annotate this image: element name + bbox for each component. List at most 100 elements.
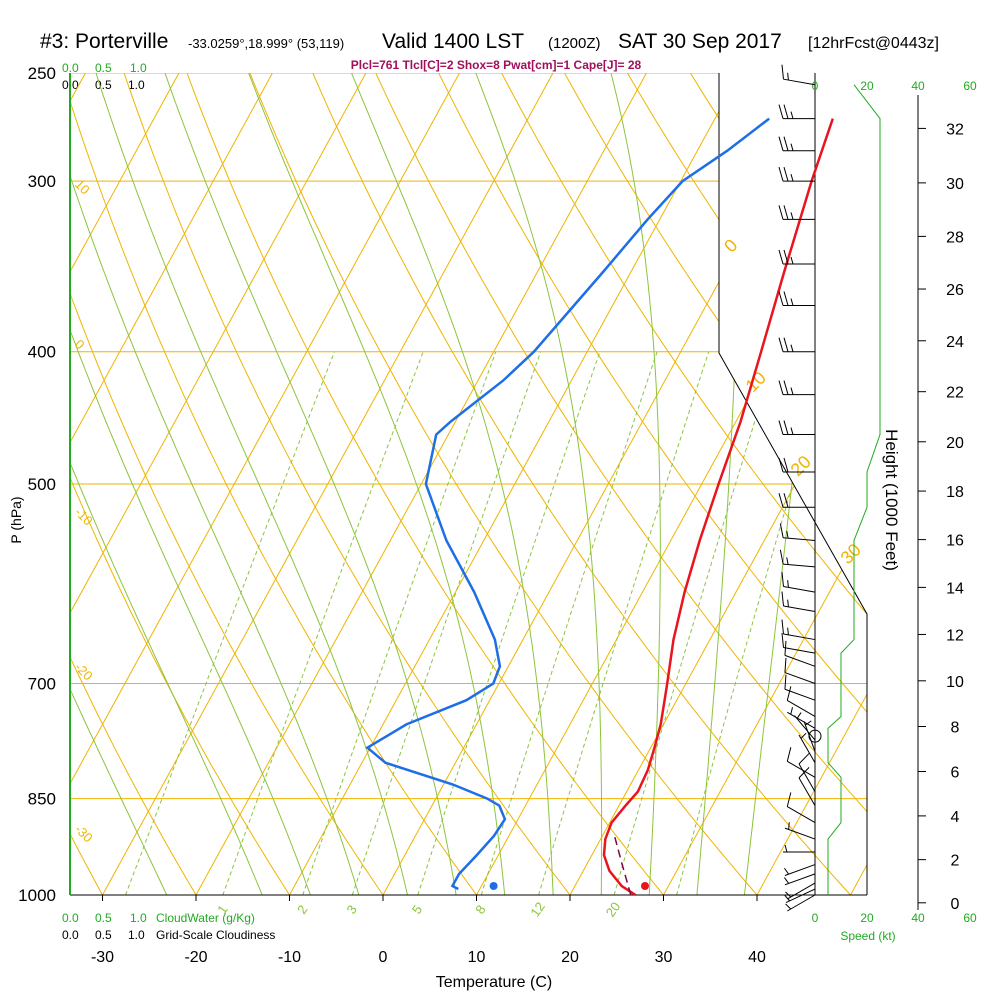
dry-adiabat (70, 73, 214, 895)
speed-tick-label: 60 (963, 911, 977, 925)
x-tick-label: 10 (468, 949, 486, 966)
wind-barb-half-feather (790, 427, 794, 435)
wind-barb-feather (784, 658, 787, 673)
wind-barb-feather (779, 523, 784, 538)
speed-tick-label: 60 (963, 79, 977, 93)
wind-barb-feather (783, 493, 789, 508)
wind-barb (794, 712, 816, 741)
wind-barb-staff (784, 672, 816, 684)
mixing-ratio-line (676, 351, 833, 895)
wind-barb (781, 591, 816, 613)
wind-barb-feather (778, 337, 784, 352)
mixing-ratio-label: 3 (343, 902, 359, 917)
mixing-ratio-line (222, 351, 424, 895)
wind-barb-staff (783, 605, 816, 613)
axes-labels: -30 -20 -10 0 10 20 30 402503004005007008501000… (18, 64, 964, 966)
mixing-ratio-line (417, 351, 601, 895)
wind-barb (779, 523, 816, 542)
wind-speed-line (827, 84, 881, 895)
wind-barb (778, 249, 815, 265)
x-tick-label: 0 (379, 949, 388, 966)
dewpoint-line (365, 117, 770, 891)
wind-barb-feather (778, 166, 784, 182)
wind-barb-feather (781, 572, 784, 587)
speed-tick-label: 20 (860, 79, 874, 93)
wind-barb-half-feather (787, 580, 789, 588)
height-label: 16 (946, 533, 964, 550)
cloudiness-label: Grid-Scale Cloudiness (156, 928, 275, 942)
isotherm (70, 73, 180, 895)
wind-barb-staff (784, 654, 816, 667)
mixing-ratio-line (613, 351, 777, 895)
wind-barb-staff (787, 806, 816, 823)
cloud-tick: 0.0 (62, 928, 79, 942)
wind-barb-half-feather (785, 903, 792, 910)
cloud-tick: 0.0 (62, 61, 79, 75)
wind-barb-half-feather (790, 143, 794, 151)
wind-barb-feather (781, 619, 784, 635)
wind-barb-staff (798, 734, 816, 763)
wind-barb-half-feather (788, 822, 790, 830)
isotherm (289, 73, 741, 895)
x-tick-label: -20 (184, 949, 207, 966)
wind-barb (786, 747, 816, 778)
wind-barb-staff (783, 537, 816, 542)
dry-adiabat-label: -30 (72, 822, 96, 846)
mixing-ratio-line (302, 351, 497, 895)
wind-barb-half-feather (784, 867, 790, 875)
wind-barb-half-feather (790, 212, 794, 220)
wind-barb (803, 720, 816, 752)
wind-barb-feather (778, 380, 784, 395)
dry-adiabat (70, 73, 404, 895)
wind-barb-staff (784, 827, 816, 840)
wind-barb-staff (787, 760, 816, 778)
wind-barb-staff (787, 894, 816, 912)
wind-barb-feather (779, 549, 784, 565)
wind-barb-staff (784, 873, 816, 886)
thermo-grid (70, 73, 867, 895)
wind-barb (783, 844, 815, 853)
wind-barb-feather (798, 753, 810, 765)
pressure-label: 250 (28, 64, 56, 83)
wind-barbs (778, 64, 822, 912)
dry-adiabat (426, 73, 867, 895)
dry-adiabat (239, 73, 783, 895)
wind-barb-half-feather (784, 844, 788, 853)
wind-barb-half-feather (790, 173, 794, 182)
wind-barb-half-feather (805, 720, 812, 726)
wind-barb-staff (787, 711, 816, 729)
height-label: 12 (946, 627, 964, 644)
wind-barb (784, 873, 816, 886)
wind-barb-half-feather (790, 298, 794, 306)
wind-barb-feather (786, 747, 792, 762)
pressure-label: 850 (28, 790, 56, 809)
height-label: 18 (946, 484, 964, 501)
x-tick-label: -30 (91, 949, 114, 966)
wind-barb-half-feather (790, 344, 794, 352)
mixing-ratio-line (125, 351, 335, 895)
wind-barb-feather (783, 457, 789, 473)
wind-barb (784, 822, 816, 840)
dry-adiabat-label: 0 (72, 337, 88, 353)
cloud-tick: 1.0 (128, 928, 145, 942)
moist-adiabat (70, 237, 181, 895)
isotherm (70, 73, 273, 895)
height-label: 2 (951, 853, 960, 870)
moist-adiabat-label: 20 (787, 452, 815, 480)
pressure-label: 1000 (18, 886, 56, 905)
wind-barb-feather (778, 249, 784, 265)
wind-barb (778, 420, 815, 436)
wind-barb-staff (785, 888, 816, 904)
sounding-lines (365, 117, 834, 895)
height-label: 0 (951, 896, 960, 913)
moist-adiabat-label: 0 (720, 235, 741, 256)
wind-barb (778, 205, 815, 220)
surface-dewpoint-dot (489, 882, 498, 890)
wind-barb-half-feather (785, 891, 792, 898)
wind-barb-half-feather (800, 732, 807, 739)
wind-barb-half-feather (790, 256, 794, 265)
isotherm (70, 73, 460, 895)
wind-barb (781, 572, 816, 593)
